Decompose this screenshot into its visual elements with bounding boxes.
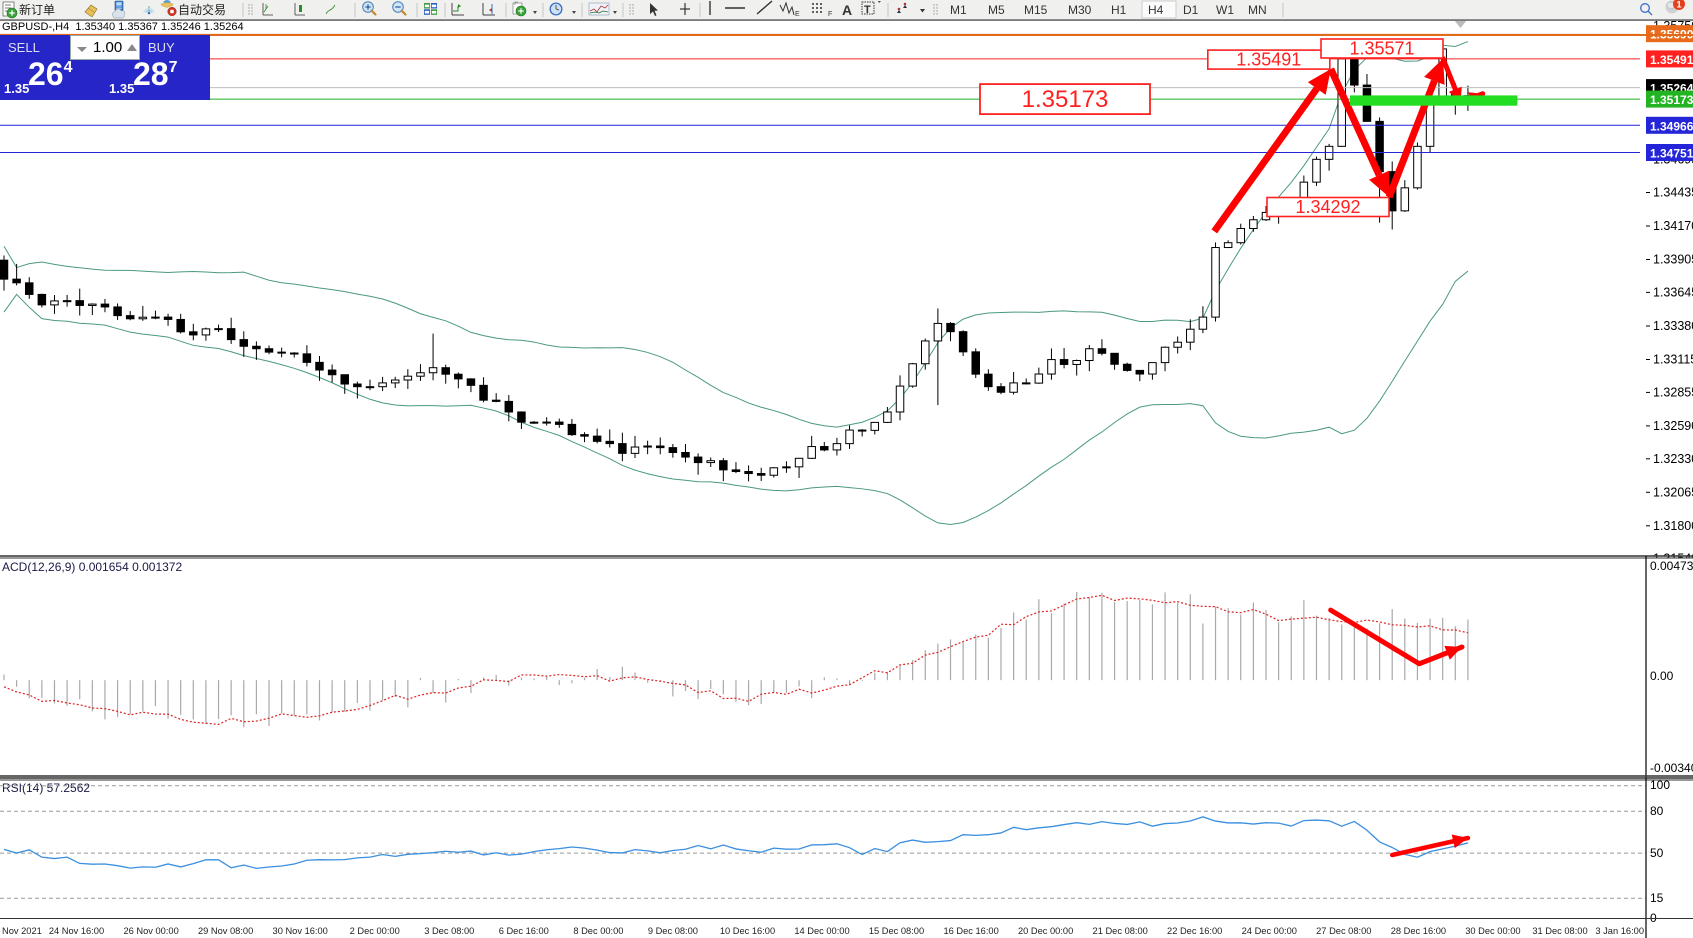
svg-text:14 Dec 00:00: 14 Dec 00:00 <box>794 926 849 936</box>
svg-text:M1: M1 <box>950 3 967 17</box>
svg-text:100: 100 <box>1650 778 1670 792</box>
svg-text:M30: M30 <box>1068 3 1092 17</box>
svg-text:新订单: 新订单 <box>19 2 55 17</box>
svg-text:24 Dec 00:00: 24 Dec 00:00 <box>1242 926 1297 936</box>
svg-text:50: 50 <box>1650 846 1664 860</box>
svg-text:30 Nov 16:00: 30 Nov 16:00 <box>273 926 328 936</box>
svg-text:RSI(14) 57.2562: RSI(14) 57.2562 <box>2 781 90 795</box>
svg-text:1: 1 <box>1677 0 1682 10</box>
svg-text:M5: M5 <box>988 3 1005 17</box>
svg-text:9 Dec 08:00: 9 Dec 08:00 <box>648 926 698 936</box>
svg-text:21 Dec 08:00: 21 Dec 08:00 <box>1093 926 1148 936</box>
svg-text:31 Dec 08:00: 31 Dec 08:00 <box>1532 926 1587 936</box>
svg-text:30 Dec 00:00: 30 Dec 00:00 <box>1465 926 1520 936</box>
svg-text:F: F <box>828 11 832 18</box>
svg-text:22 Dec 16:00: 22 Dec 16:00 <box>1167 926 1222 936</box>
svg-text:2 Dec 00:00: 2 Dec 00:00 <box>350 926 400 936</box>
svg-text:3 Jan 16:00: 3 Jan 16:00 <box>1595 926 1644 936</box>
svg-text:自动交易: 自动交易 <box>178 2 226 17</box>
svg-text:8 Dec 00:00: 8 Dec 00:00 <box>573 926 623 936</box>
svg-text:80: 80 <box>1650 804 1664 818</box>
svg-text:15 Dec 08:00: 15 Dec 08:00 <box>869 926 924 936</box>
svg-text:15: 15 <box>1650 891 1664 905</box>
svg-text:E: E <box>795 11 800 18</box>
svg-text:H4: H4 <box>1148 3 1164 17</box>
svg-text:MN: MN <box>1248 3 1267 17</box>
svg-text:3 Dec 08:00: 3 Dec 08:00 <box>424 926 474 936</box>
svg-text:W1: W1 <box>1216 3 1234 17</box>
svg-text:H1: H1 <box>1111 3 1127 17</box>
svg-text:D1: D1 <box>1183 3 1199 17</box>
svg-text:M15: M15 <box>1024 3 1048 17</box>
svg-text:24 Nov 16:00: 24 Nov 16:00 <box>49 926 104 936</box>
svg-text:A: A <box>842 2 852 18</box>
svg-text:10 Dec 16:00: 10 Dec 16:00 <box>720 926 775 936</box>
svg-text:28 Dec 16:00: 28 Dec 16:00 <box>1391 926 1446 936</box>
svg-text:Nov 2021: Nov 2021 <box>2 926 42 936</box>
svg-text:20 Dec 00:00: 20 Dec 00:00 <box>1018 926 1073 936</box>
svg-text:6 Dec 16:00: 6 Dec 16:00 <box>499 926 549 936</box>
svg-text:27 Dec 08:00: 27 Dec 08:00 <box>1316 926 1371 936</box>
svg-text:T: T <box>864 4 871 16</box>
svg-text:29 Nov 08:00: 29 Nov 08:00 <box>198 926 253 936</box>
svg-text:26 Nov 00:00: 26 Nov 00:00 <box>123 926 178 936</box>
svg-text:16 Dec 16:00: 16 Dec 16:00 <box>943 926 998 936</box>
